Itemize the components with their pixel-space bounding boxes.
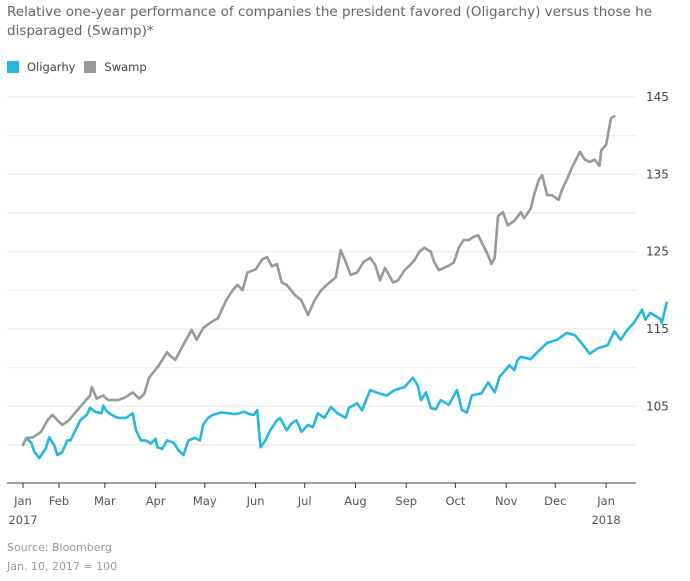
y-tick-label-125: 125 (646, 245, 669, 259)
series-line-swamp (21, 115, 616, 447)
chart-title: Relative one-year performance of compani… (7, 4, 653, 39)
series-lines (21, 115, 668, 460)
x-tick-label-may: May (193, 494, 217, 508)
y-tick-label-145: 145 (646, 90, 669, 104)
legend-swatch-swamp (84, 61, 97, 73)
x-tick-label-nov: Nov (495, 494, 518, 508)
y-tick-label-105: 105 (646, 399, 669, 413)
legend: Oligarhy Swamp (7, 60, 156, 74)
legend-label-oligarhy: Oligarhy (27, 60, 76, 74)
x-axis: Jan 2017 Feb Mar Apr May Jun Jul Aug Sep Oct Nov Dec… (7, 482, 636, 527)
line-chart: 145 135 125 115 105 Jan 2017 Feb Mar Apr May Jun Ju… (7, 90, 669, 527)
legend-item-swamp: Swamp (84, 60, 147, 74)
series-line-oligarhy (21, 301, 668, 460)
x-tick-label-dec: Dec (544, 494, 566, 508)
baseline-note: Jan. 10, 2017 = 100 (7, 560, 118, 573)
x-tick-label-oct: Oct (445, 494, 465, 508)
legend-item-oligarhy: Oligarhy (7, 60, 75, 74)
x-tick-label-apr: Apr (146, 494, 166, 508)
x-tick-label-aug: Aug (344, 494, 366, 508)
legend-label-swamp: Swamp (104, 60, 147, 74)
x-tick-label-jun: Jun (246, 494, 265, 508)
x-tick-label-sep: Sep (395, 494, 417, 508)
x-tick-year-2018: 2018 (591, 513, 620, 527)
gridlines (7, 96, 636, 446)
x-tick-label-jan-2017: Jan (13, 494, 32, 508)
source-note: Source: Bloomberg (7, 541, 112, 554)
legend-swatch-oligarhy (7, 61, 19, 73)
x-tick-label-feb: Feb (49, 494, 69, 508)
y-tick-label-115: 115 (646, 322, 669, 336)
y-axis-ticks: 145 135 125 115 105 (646, 90, 669, 413)
x-tick-label-mar: Mar (94, 494, 116, 508)
x-tick-year-2017: 2017 (8, 513, 37, 527)
x-tick-label-jan-2018: Jan (596, 494, 615, 508)
y-tick-label-135: 135 (646, 167, 669, 181)
x-tick-label-jul: Jul (297, 494, 312, 508)
